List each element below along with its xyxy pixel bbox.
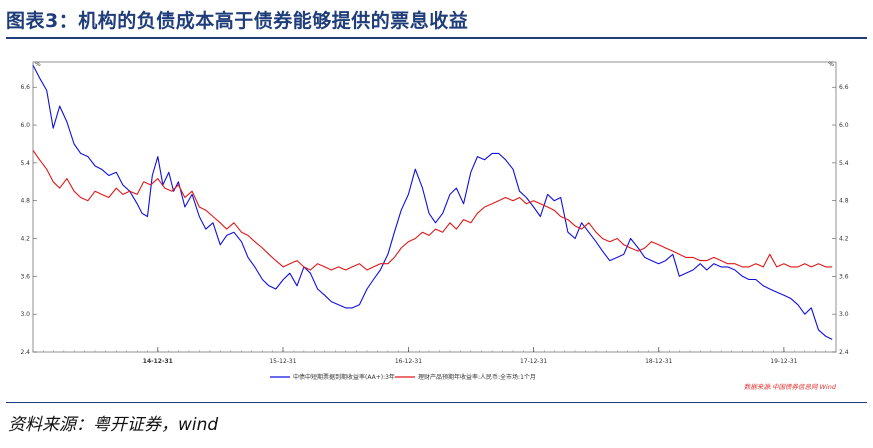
source-note: 资料来源：粤开证券，wind bbox=[8, 415, 219, 435]
x-tick-label: 18-12-31 bbox=[645, 358, 672, 365]
y-tick-label-left: 6.6 bbox=[20, 84, 30, 91]
y-tick-label-left: 5.4 bbox=[20, 160, 30, 167]
x-tick-label: 17-12-31 bbox=[520, 358, 547, 365]
y-tick-label-right: 2.4 bbox=[839, 349, 849, 356]
y-tick-label-right: 3.6 bbox=[839, 273, 849, 280]
y-tick-label-right: 3.0 bbox=[839, 311, 849, 318]
series-line-1 bbox=[32, 64, 833, 340]
x-tick-label: 16-12-31 bbox=[395, 358, 422, 365]
data-credit: 数据来源:中国债券信息网 Wind bbox=[744, 383, 837, 391]
y-tick-label-left: 4.8 bbox=[20, 198, 30, 205]
y-tick-label-right: 6.6 bbox=[839, 84, 849, 91]
y-tick-label-left: 3.6 bbox=[20, 273, 30, 280]
series-layer bbox=[32, 64, 833, 340]
y-unit-right: % bbox=[828, 61, 834, 68]
title-rule bbox=[6, 37, 867, 39]
plot-frame bbox=[32, 61, 837, 353]
source-rule bbox=[6, 402, 867, 403]
y-tick-label-right: 6.0 bbox=[839, 122, 849, 129]
y-tick-label-left: 3.0 bbox=[20, 311, 30, 318]
series-line-2 bbox=[32, 149, 833, 271]
x-tick-label: 15-12-31 bbox=[269, 358, 296, 365]
plot-border bbox=[32, 61, 837, 353]
y-tick-label-left: 2.4 bbox=[20, 349, 30, 356]
legend-label-2: 理财产品预期年收益率:人民币:全市场:1个月 bbox=[418, 373, 536, 381]
chart-title: 图表3：机构的负债成本高于债券能够提供的票息收益 bbox=[6, 10, 469, 32]
axes: % % 2.4 2.4 3.0 3.0 3.6 3.6 4.2 4.2 4.8 4.8 5.4 5.4 6.… bbox=[20, 61, 848, 365]
y-tick-label-right: 4.8 bbox=[839, 198, 849, 205]
y-tick-label-right: 4.2 bbox=[839, 236, 849, 243]
legend-label-1: 中债中短期票据到期收益率(AA+):3年 bbox=[293, 373, 395, 381]
legend: 中债中短期票据到期收益率(AA+):3年 理财产品预期年收益率:人民币:全市场:1… bbox=[270, 373, 536, 381]
y-unit-left: % bbox=[35, 61, 41, 68]
x-tick-label: 14-12-31 bbox=[143, 358, 173, 365]
line-chart: % % 2.4 2.4 3.0 3.0 3.6 3.6 4.2 4.2 4.8 4.8 5.4 5.4 6.… bbox=[20, 61, 848, 391]
x-tick-label: 19-12-31 bbox=[770, 358, 797, 365]
y-tick-label-left: 6.0 bbox=[20, 122, 30, 129]
y-tick-label-left: 4.2 bbox=[20, 236, 30, 243]
y-tick-label-right: 5.4 bbox=[839, 160, 849, 167]
